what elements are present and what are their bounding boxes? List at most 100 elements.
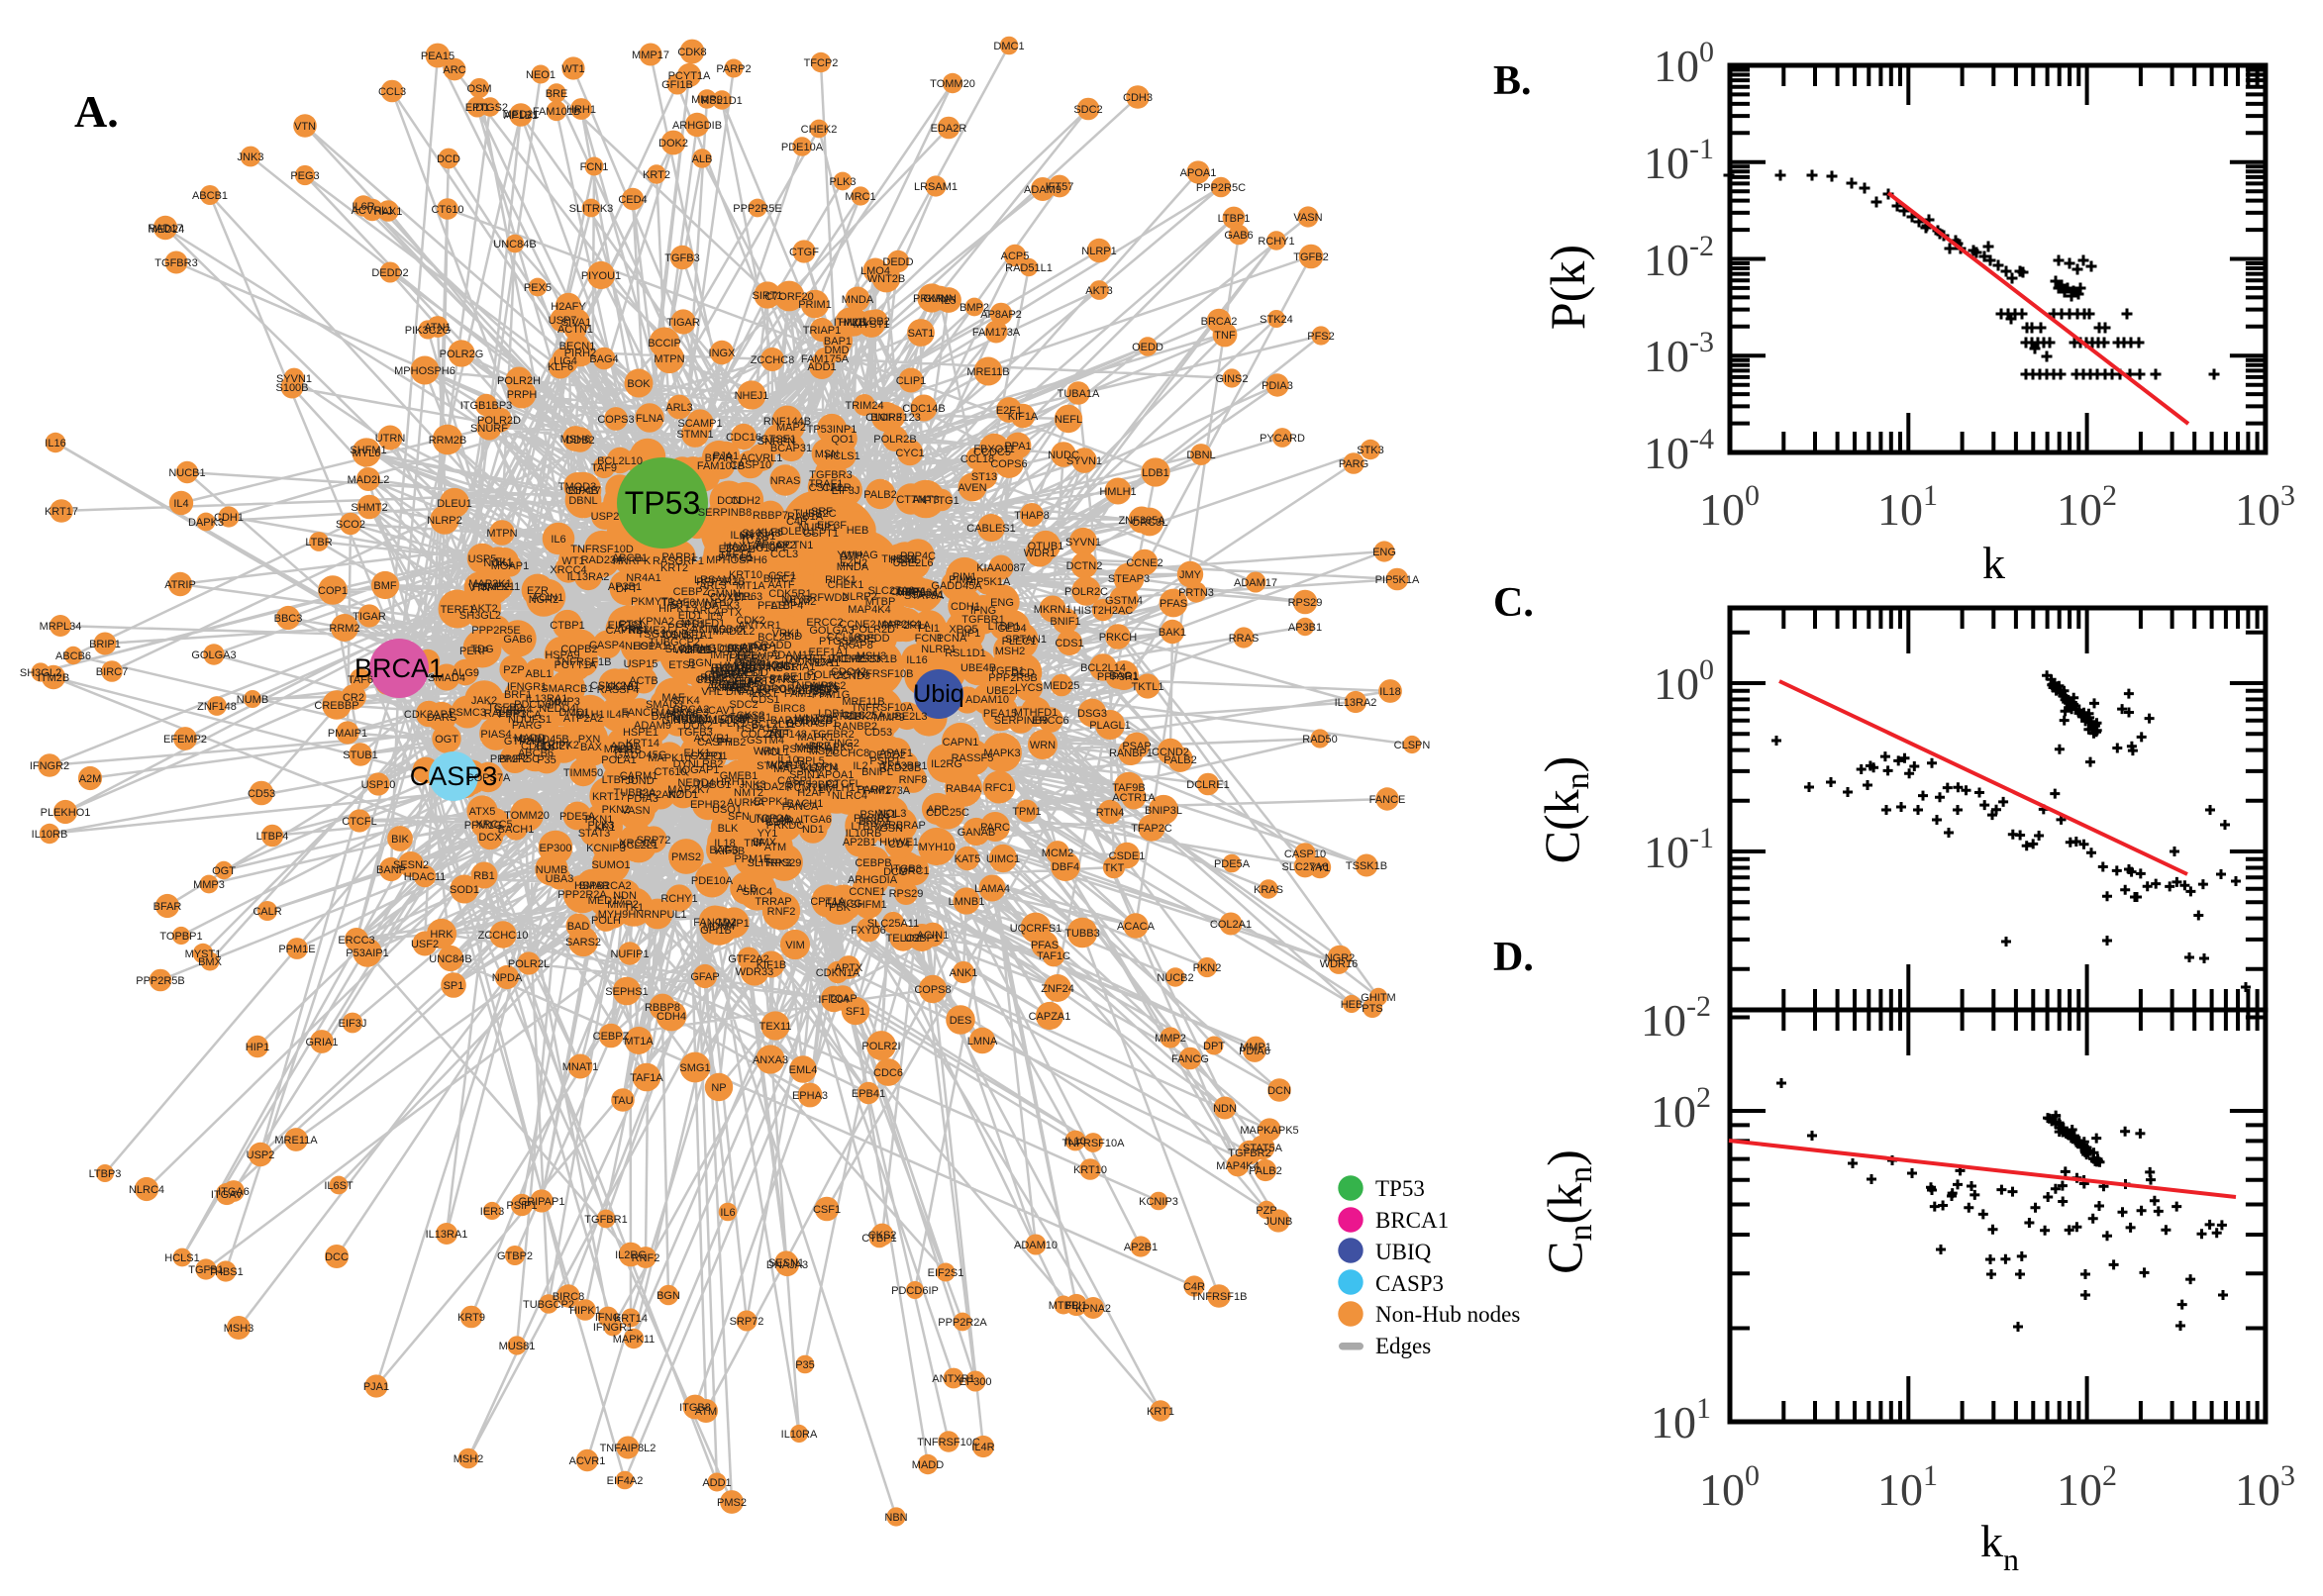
svg-text:XRCC6: XRCC6 — [619, 838, 656, 849]
svg-text:TGFBR3: TGFBR3 — [154, 257, 197, 269]
svg-text:FLNA: FLNA — [636, 413, 664, 425]
svg-text:HNRNPUL1: HNRNPUL1 — [628, 909, 686, 921]
svg-text:CTCFL: CTCFL — [342, 816, 376, 828]
svg-text:HEB: HEB — [847, 525, 869, 537]
svg-text:PSME1: PSME1 — [859, 809, 896, 821]
svg-text:SERPINB8: SERPINB8 — [698, 507, 752, 519]
svg-text:MCM2: MCM2 — [1042, 848, 1073, 859]
svg-text:MAPKAPK5: MAPKAPK5 — [1240, 1125, 1298, 1137]
svg-text:BACH1: BACH1 — [787, 798, 824, 810]
svg-text:IFT57: IFT57 — [1046, 181, 1074, 193]
svg-text:LAMA4: LAMA4 — [974, 883, 1010, 895]
svg-text:AP8AP2: AP8AP2 — [980, 309, 1022, 321]
svg-text:MMP9: MMP9 — [691, 94, 723, 106]
svg-text:CASP3: CASP3 — [1375, 1271, 1444, 1296]
svg-text:IL4R: IL4R — [606, 709, 629, 721]
svg-text:FANCE: FANCE — [1369, 794, 1406, 806]
svg-text:S100A8: S100A8 — [742, 528, 780, 540]
svg-text:PSAP: PSAP — [1122, 741, 1151, 752]
svg-text:MKRN1: MKRN1 — [1034, 604, 1072, 616]
svg-text:TKT: TKT — [1104, 862, 1125, 874]
svg-text:MRE11A: MRE11A — [274, 1135, 318, 1147]
svg-text:ARL3: ARL3 — [699, 580, 727, 592]
svg-text:DMC1: DMC1 — [558, 707, 589, 719]
svg-text:RPS29: RPS29 — [1288, 597, 1323, 609]
svg-text:TP53INP1: TP53INP1 — [807, 424, 858, 436]
svg-text:PYCARD: PYCARD — [1260, 433, 1305, 445]
svg-text:CD4: CD4 — [888, 839, 910, 850]
svg-text:ITM2B: ITM2B — [38, 672, 69, 684]
svg-text:SP1: SP1 — [444, 980, 464, 992]
svg-text:PLK3: PLK3 — [830, 176, 857, 188]
svg-text:VRK1: VRK1 — [772, 628, 801, 640]
svg-text:TFAP2C: TFAP2C — [1131, 823, 1172, 835]
svg-text:NLRP1: NLRP1 — [921, 644, 956, 655]
svg-text:SMARCA2: SMARCA2 — [578, 880, 631, 892]
svg-text:ZCCHC10: ZCCHC10 — [726, 543, 776, 554]
svg-text:k: k — [1982, 538, 2005, 588]
svg-text:IFNGR2: IFNGR2 — [30, 760, 69, 772]
svg-text:MMP3: MMP3 — [193, 879, 225, 891]
svg-text:GMNN: GMNN — [707, 588, 741, 600]
svg-text:IL18: IL18 — [1379, 686, 1400, 698]
svg-text:CDH2: CDH2 — [731, 495, 760, 507]
svg-text:DCTN1: DCTN1 — [777, 540, 814, 551]
svg-text:PMAIP1: PMAIP1 — [328, 728, 367, 740]
svg-text:TAF1C: TAF1C — [1037, 950, 1070, 962]
svg-text:SMARCB1: SMARCB1 — [541, 683, 593, 695]
svg-text:TGFB2: TGFB2 — [1293, 251, 1328, 263]
svg-text:DCN: DCN — [1267, 1085, 1291, 1097]
svg-text:EIF4A2: EIF4A2 — [607, 1475, 644, 1487]
svg-text:AP2B1: AP2B1 — [1124, 1242, 1158, 1253]
svg-text:LTBP1: LTBP1 — [1218, 213, 1251, 225]
svg-text:DAPK3: DAPK3 — [704, 600, 740, 612]
svg-text:MCM2: MCM2 — [832, 653, 863, 665]
svg-text:UBE4B: UBE4B — [960, 662, 996, 674]
svg-text:CTTN: CTTN — [896, 494, 925, 506]
svg-text:GFAP: GFAP — [690, 971, 719, 983]
svg-text:BLK: BLK — [718, 823, 739, 835]
svg-text:TGFB3: TGFB3 — [664, 252, 699, 264]
svg-text:CCL18: CCL18 — [827, 632, 860, 644]
svg-text:FANCA: FANCA — [782, 801, 819, 813]
svg-text:IL4: IL4 — [173, 498, 188, 510]
svg-text:LTBP4: LTBP4 — [256, 831, 289, 843]
svg-text:CALR: CALR — [252, 906, 281, 918]
svg-text:CLIP1: CLIP1 — [896, 375, 927, 387]
svg-text:USP2: USP2 — [247, 1149, 275, 1161]
svg-text:TRIM24: TRIM24 — [845, 400, 883, 412]
svg-text:BNIP3L: BNIP3L — [1145, 805, 1182, 817]
svg-text:RCHY1: RCHY1 — [660, 893, 697, 905]
svg-text:PDCD6IP: PDCD6IP — [891, 1285, 939, 1297]
svg-text:ZCCHC8: ZCCHC8 — [826, 748, 870, 759]
svg-text:MAF: MAF — [661, 692, 685, 704]
svg-text:PARC: PARC — [980, 822, 1010, 834]
svg-text:TOPBP1: TOPBP1 — [159, 931, 202, 943]
svg-text:BMX: BMX — [198, 956, 223, 968]
svg-text:ZNF148: ZNF148 — [767, 729, 807, 741]
svg-text:CTCFL: CTCFL — [826, 778, 860, 790]
svg-text:PPP2R5E: PPP2R5E — [733, 203, 782, 215]
svg-text:PSMC3: PSMC3 — [449, 707, 486, 719]
svg-text:IL2RG: IL2RG — [615, 1249, 647, 1261]
svg-text:KRT9: KRT9 — [457, 1312, 485, 1324]
svg-text:WT1: WT1 — [561, 555, 584, 567]
svg-text:BRCA1: BRCA1 — [1375, 1208, 1449, 1233]
svg-text:AKT2: AKT2 — [470, 603, 498, 615]
svg-text:MDM4: MDM4 — [703, 921, 735, 933]
svg-text:PBK: PBK — [829, 902, 852, 914]
svg-text:PPP2R2A: PPP2R2A — [938, 1317, 987, 1329]
svg-text:GFI1B: GFI1B — [661, 79, 693, 91]
svg-text:ANTXR1: ANTXR1 — [932, 1373, 974, 1385]
svg-text:NR4A1: NR4A1 — [626, 572, 660, 584]
svg-text:MTHFD1: MTHFD1 — [681, 618, 726, 630]
svg-text:BAG4: BAG4 — [589, 353, 618, 365]
svg-text:HCLS1: HCLS1 — [164, 1252, 199, 1264]
svg-text:MRE11B: MRE11B — [842, 696, 884, 708]
svg-text:FANCE: FANCE — [622, 707, 658, 719]
svg-text:BIRC7: BIRC7 — [96, 666, 128, 678]
svg-text:STUB1: STUB1 — [343, 749, 377, 761]
svg-text:CCNE2: CCNE2 — [839, 619, 875, 631]
svg-text:LTBR: LTBR — [305, 537, 332, 549]
svg-text:MAP4K4: MAP4K4 — [1216, 1160, 1259, 1172]
